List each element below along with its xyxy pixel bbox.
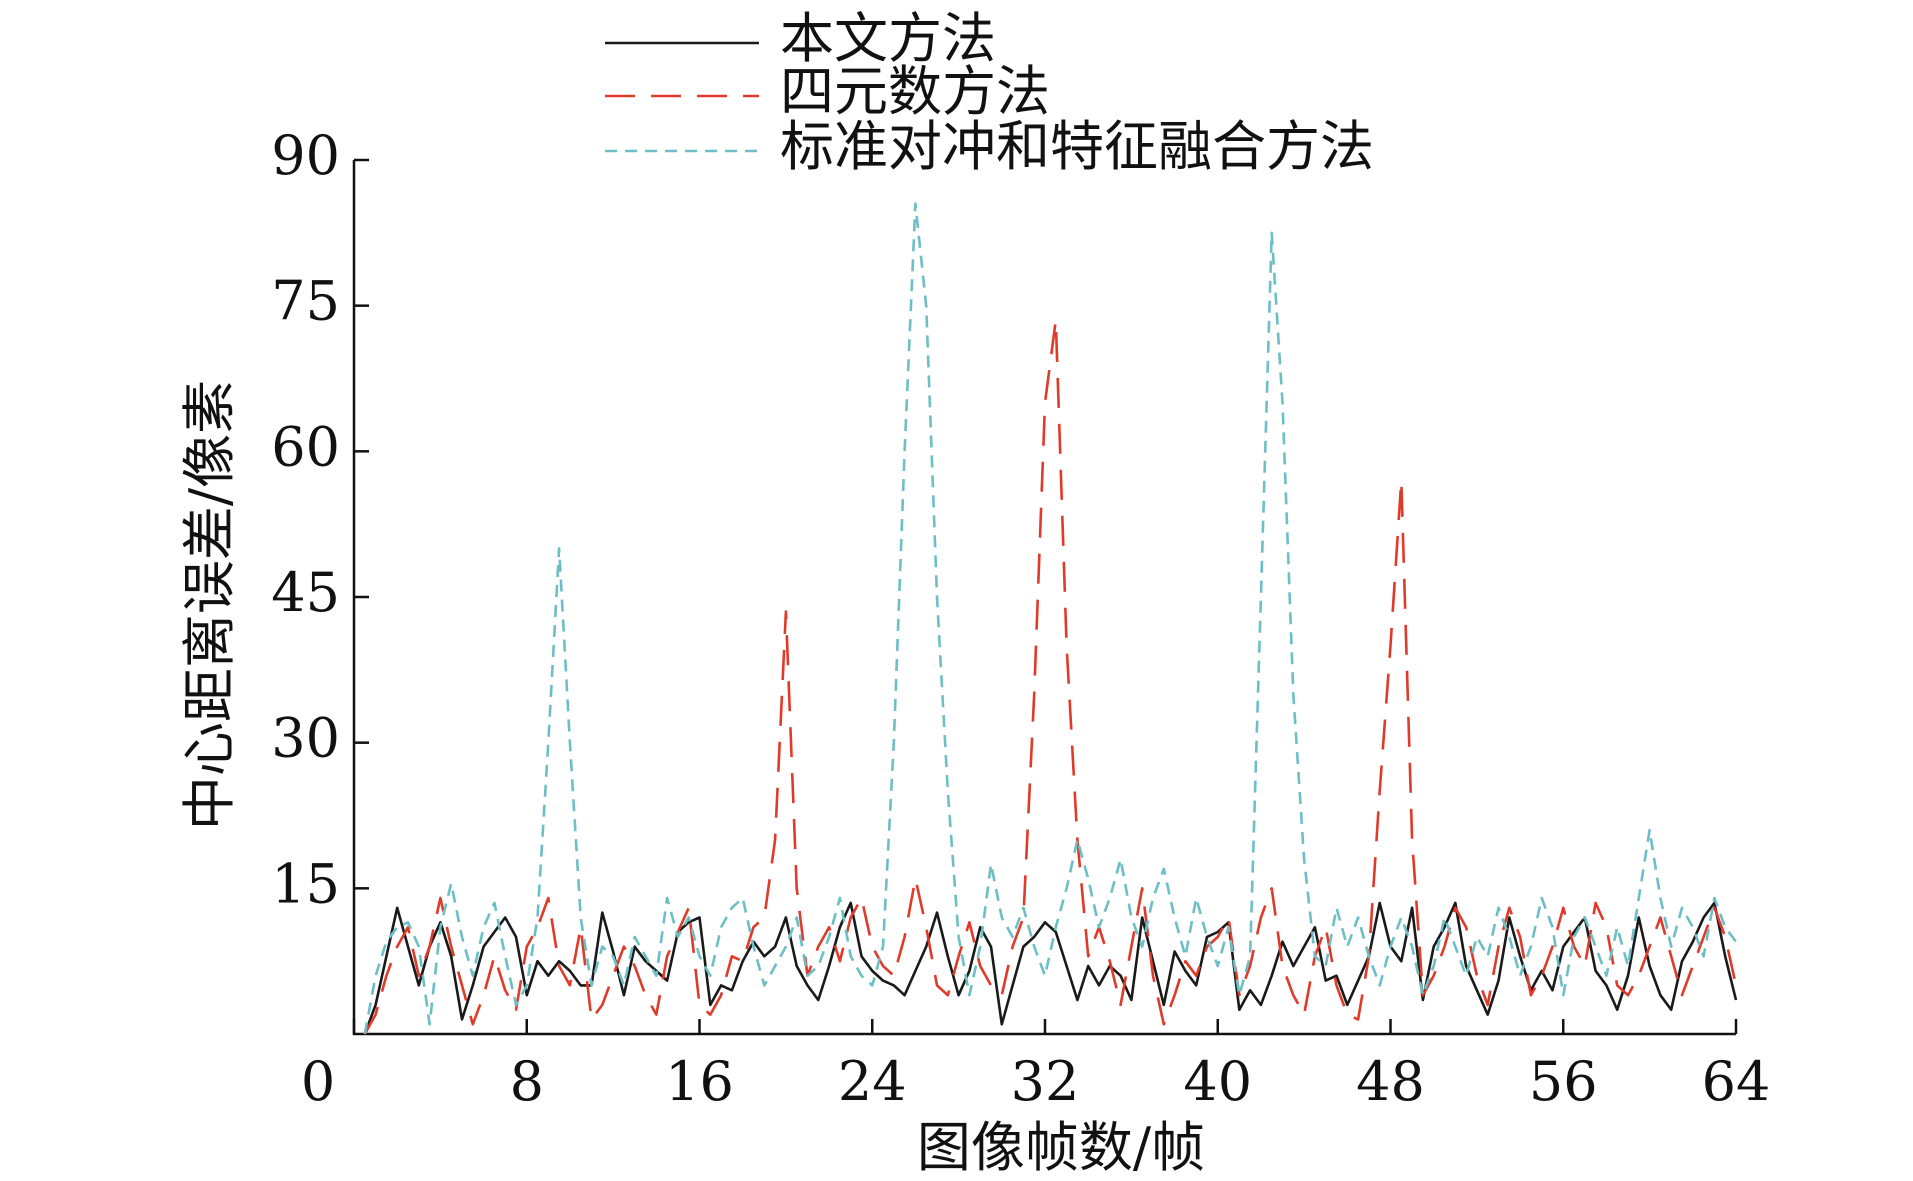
- x-tick-label: 40: [1183, 1050, 1252, 1113]
- y-tick-label: 45: [271, 561, 340, 624]
- x-tick-label: 32: [1011, 1050, 1080, 1113]
- y-tick-label: 60: [271, 415, 340, 478]
- x-tick-label: 64: [1702, 1050, 1771, 1113]
- series-line: [363, 318, 1738, 1035]
- legend-label: 标准对冲和特征融合方法: [780, 115, 1374, 178]
- x-tick-label: 24: [838, 1050, 907, 1113]
- y-axis-label: 中心距离误差/像素: [178, 380, 241, 830]
- x-axis-label: 图像帧数/帧: [917, 1116, 1205, 1179]
- y-tick-label: 15: [271, 852, 340, 915]
- y-tick-label: 75: [271, 270, 340, 333]
- legend-label: 本文方法: [780, 7, 996, 70]
- x-tick-label: 0: [301, 1050, 335, 1113]
- legend-label: 四元数方法: [780, 60, 1050, 123]
- x-tick-label: 56: [1529, 1050, 1598, 1113]
- y-tick-label: 30: [271, 707, 340, 770]
- x-tick-label: 48: [1356, 1050, 1425, 1113]
- x-tick-label: 8: [510, 1050, 544, 1113]
- x-tick-label: 16: [665, 1050, 734, 1113]
- series-line: [363, 901, 1738, 1035]
- axes: [352, 160, 1736, 1036]
- series-line: [363, 202, 1738, 1035]
- y-tick-label: 90: [271, 124, 340, 187]
